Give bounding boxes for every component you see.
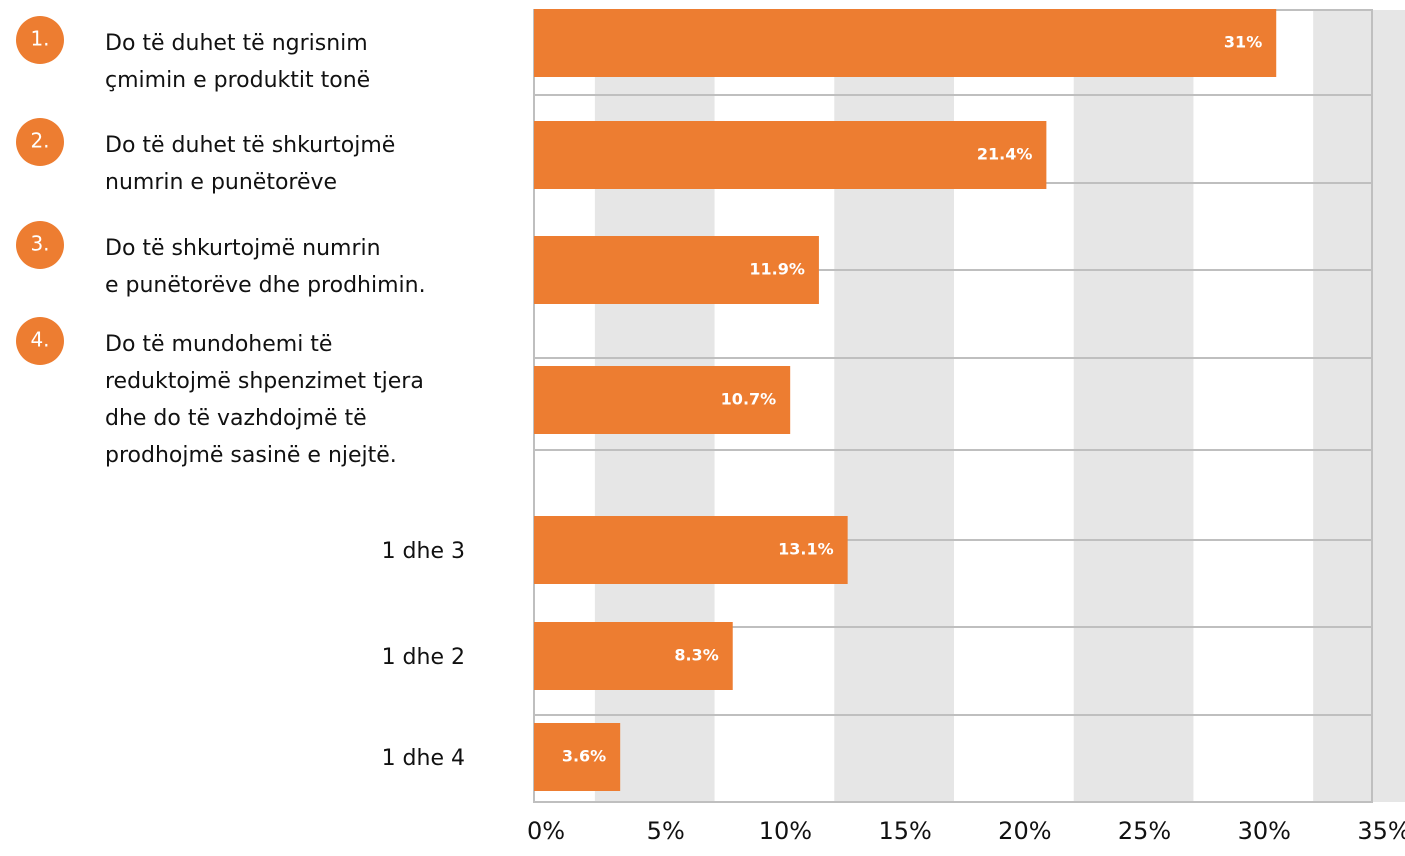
value-label: 11.9% <box>749 260 805 279</box>
bar <box>534 366 791 434</box>
value-label: 3.6% <box>562 747 606 766</box>
x-tick-label: 35% <box>1357 817 1405 845</box>
category-label: 1 dhe 2 <box>382 645 465 670</box>
bar <box>534 516 848 584</box>
number-badge <box>16 317 64 365</box>
number-label: 1. <box>30 27 49 51</box>
x-tick-label: 30% <box>1238 817 1291 845</box>
x-tick-label: 5% <box>647 817 685 845</box>
value-label: 21.4% <box>977 145 1033 164</box>
grid-band <box>1073 10 1194 802</box>
category-label: Do të shkurtojmë numrin e punëtorëve dhe … <box>105 236 426 298</box>
category-label: Do të duhet të ngrisnim çmimin e produkti… <box>105 31 370 93</box>
x-tick-label: 15% <box>878 817 931 845</box>
category-label: Do të mundohemi të reduktojmë shpenzimet … <box>105 332 424 468</box>
bar <box>534 121 1047 189</box>
number-label: 2. <box>30 129 49 153</box>
number-badge <box>16 221 64 269</box>
value-label: 8.3% <box>674 646 718 665</box>
x-tick-label: 20% <box>998 817 1051 845</box>
x-tick-label: 10% <box>759 817 812 845</box>
number-badge <box>16 118 64 166</box>
value-label: 10.7% <box>721 390 777 409</box>
value-label: 13.1% <box>778 540 834 559</box>
x-tick-label: 0% <box>527 817 565 845</box>
bar <box>534 723 621 791</box>
category-label: Do të duhet të shkurtojmë numrin e punëto… <box>105 133 395 195</box>
category-label: 1 dhe 4 <box>382 746 465 771</box>
bar <box>534 622 733 690</box>
grid-band <box>1313 10 1405 802</box>
category-label: 1 dhe 3 <box>382 539 465 564</box>
x-tick-label: 25% <box>1118 817 1171 845</box>
number-label: 3. <box>30 232 49 256</box>
bar <box>534 236 819 304</box>
number-label: 4. <box>30 328 49 352</box>
number-badge <box>16 16 64 64</box>
bar <box>534 9 1277 77</box>
value-label: 31% <box>1224 33 1262 52</box>
